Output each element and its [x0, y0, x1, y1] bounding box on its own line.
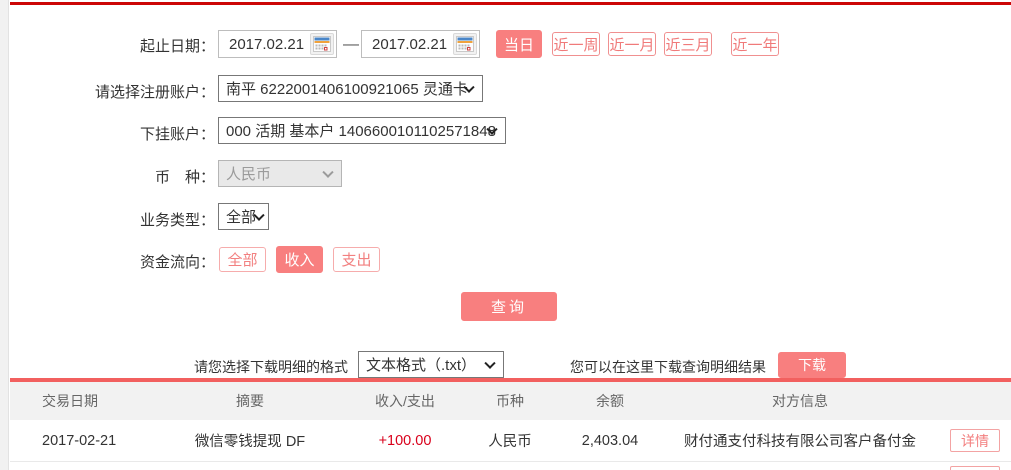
fund-flow-group: 全部 收入 支出 — [219, 246, 390, 273]
cell-balance: 2,403.04 — [581, 432, 639, 449]
download-format-select[interactable]: 文本格式（.txt） — [358, 351, 504, 378]
page-left-gutter — [0, 0, 9, 470]
header-balance: 余额 — [596, 393, 624, 409]
section-divider — [10, 378, 1011, 382]
flow-all-button[interactable]: 全部 — [219, 247, 266, 272]
business-type-label: 业务类型： — [139, 212, 215, 229]
sub-account-select[interactable]: 000 活期 基本户 1406600101102571848 — [218, 117, 506, 144]
cell-amount: +100.00 — [378, 432, 432, 449]
flow-income-button[interactable]: 收入 — [276, 246, 323, 273]
download-hint-text: 您可以在这里下载查询明细结果 — [570, 359, 766, 375]
start-date-field-wrap — [218, 30, 337, 58]
range-last-year-button[interactable]: 近一年 — [731, 32, 779, 56]
registered-account-label: 请选择注册账户： — [94, 84, 215, 101]
header-currency: 币种 — [496, 393, 524, 409]
date-range-label: 起止日期： — [139, 38, 215, 55]
end-date-field-wrap — [361, 30, 480, 58]
business-type-value: 全部 — [226, 209, 257, 226]
quick-range-group: 当日 近一周 近一月 近三月 近一年 — [496, 30, 787, 58]
start-date-calendar-icon[interactable] — [310, 33, 334, 55]
header-counterparty: 对方信息 — [772, 393, 828, 409]
currency-select: 人民币 — [218, 160, 342, 187]
detail-button[interactable]: 详情 — [950, 429, 1000, 452]
cell-summary: 微信零钱提现 DF — [194, 434, 306, 450]
registered-account-select[interactable]: 南平 6222001406100921065 灵通卡 — [218, 75, 483, 102]
query-button[interactable]: 查询 — [461, 292, 557, 321]
sub-account-value: 000 活期 基本户 1406600101102571848 — [226, 123, 496, 140]
range-3-months-button[interactable]: 近三月 — [664, 32, 712, 56]
download-format-value: 文本格式（.txt） — [366, 357, 477, 374]
detail-button-partial[interactable] — [950, 466, 1000, 470]
cell-trade-date: 2017-02-21 — [42, 432, 117, 449]
chevron-down-icon — [322, 166, 334, 178]
cell-currency: 人民币 — [488, 434, 532, 450]
range-last-week-button[interactable]: 近一周 — [552, 32, 600, 56]
top-accent-bar — [10, 2, 1011, 5]
range-last-month-button[interactable]: 近一月 — [608, 32, 656, 56]
download-format-label: 请您选择下载明细的格式 — [194, 359, 348, 375]
header-income-expense: 收入/支出 — [375, 393, 435, 409]
currency-value: 人民币 — [226, 166, 272, 183]
business-type-select[interactable]: 全部 — [218, 203, 269, 230]
range-today-button[interactable]: 当日 — [496, 30, 542, 58]
flow-expense-button[interactable]: 支出 — [333, 247, 380, 272]
end-date-calendar-icon[interactable] — [453, 33, 477, 55]
date-range-separator: — — [343, 36, 359, 53]
fund-flow-label: 资金流向： — [139, 254, 215, 271]
download-button[interactable]: 下载 — [778, 352, 846, 378]
currency-label: 币 种： — [154, 169, 215, 186]
table-row: 2017-02-21 微信零钱提现 DF +100.00 人民币 2,403.0… — [10, 420, 1011, 462]
registered-account-value: 南平 6222001406100921065 灵通卡 — [226, 81, 468, 98]
sub-account-label: 下挂账户： — [139, 126, 215, 143]
header-trade-date: 交易日期 — [42, 393, 98, 409]
cell-counterparty: 财付通支付科技有限公司客户备付金 — [684, 434, 916, 450]
table-header-row: 交易日期 摘要 收入/支出 币种 余额 对方信息 — [10, 382, 1011, 420]
header-summary: 摘要 — [236, 393, 264, 409]
chevron-down-icon — [484, 357, 496, 369]
